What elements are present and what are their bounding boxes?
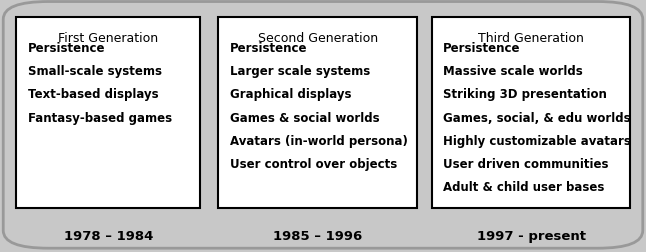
Text: Striking 3D presentation: Striking 3D presentation — [443, 88, 607, 101]
Text: Highly customizable avatars: Highly customizable avatars — [443, 134, 631, 147]
Text: 1978 – 1984: 1978 – 1984 — [63, 229, 153, 242]
Text: Larger scale systems: Larger scale systems — [230, 65, 370, 78]
Text: Persistence: Persistence — [443, 42, 521, 54]
Text: Text-based displays: Text-based displays — [28, 88, 158, 101]
Text: Adult & child user bases: Adult & child user bases — [443, 181, 605, 194]
FancyBboxPatch shape — [218, 18, 417, 208]
Text: Third Generation: Third Generation — [478, 32, 584, 44]
Text: Graphical displays: Graphical displays — [230, 88, 351, 101]
Text: 1985 – 1996: 1985 – 1996 — [273, 229, 362, 242]
Text: Massive scale worlds: Massive scale worlds — [443, 65, 583, 78]
Text: Persistence: Persistence — [28, 42, 105, 54]
Text: Games & social worlds: Games & social worlds — [230, 111, 380, 124]
Text: Persistence: Persistence — [230, 42, 307, 54]
Text: Small-scale systems: Small-scale systems — [28, 65, 162, 78]
Text: Fantasy-based games: Fantasy-based games — [28, 111, 172, 124]
Text: Games, social, & edu worlds: Games, social, & edu worlds — [443, 111, 630, 124]
FancyBboxPatch shape — [3, 3, 643, 248]
FancyBboxPatch shape — [16, 18, 200, 208]
Text: First Generation: First Generation — [58, 32, 158, 44]
Text: User control over objects: User control over objects — [230, 158, 397, 170]
FancyBboxPatch shape — [432, 18, 630, 208]
Text: 1997 - present: 1997 - present — [477, 229, 585, 242]
Text: Avatars (in-world persona): Avatars (in-world persona) — [230, 134, 408, 147]
Text: User driven communities: User driven communities — [443, 158, 609, 170]
Text: Second Generation: Second Generation — [258, 32, 378, 44]
